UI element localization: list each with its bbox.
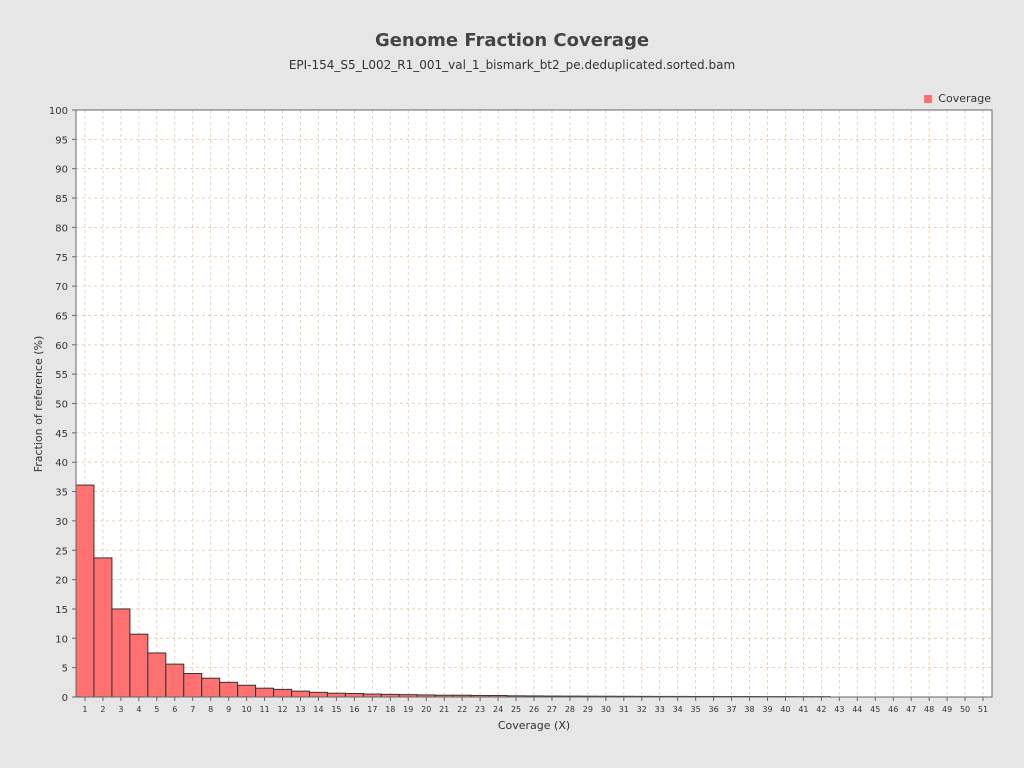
chart-title: Genome Fraction Coverage [374, 30, 650, 51]
x-tick-label: 4 [136, 705, 141, 714]
bar [219, 681, 239, 698]
bar [326, 692, 346, 698]
x-tick-label: 24 [493, 705, 503, 714]
y-tick-label: 30 [55, 517, 68, 528]
bar [129, 633, 149, 698]
bar [273, 688, 293, 698]
x-tick-label: 44 [852, 705, 862, 714]
y-tick-label: 35 [55, 488, 68, 499]
bar [291, 690, 310, 698]
x-tick-label: 37 [726, 705, 736, 714]
y-tick-label: 90 [55, 165, 68, 176]
x-tick-label: 50 [960, 705, 970, 714]
y-tick-label: 100 [49, 106, 68, 117]
x-tick-label: 16 [349, 705, 359, 714]
x-tick-label: 3 [118, 705, 123, 714]
x-tick-label: 6 [172, 705, 177, 714]
x-tick-label: 17 [367, 705, 377, 714]
y-tick-label: 25 [55, 546, 68, 557]
x-tick-label: 32 [637, 705, 647, 714]
x-tick-label: 2 [100, 705, 105, 714]
y-tick-label: 85 [55, 194, 68, 205]
y-tick-label: 60 [55, 341, 68, 352]
x-tick-label: 29 [583, 705, 593, 714]
y-tick-label: 10 [55, 634, 68, 645]
bar [201, 677, 221, 698]
x-tick-label: 5 [154, 705, 159, 714]
bar [147, 652, 167, 698]
x-axis-title: Coverage (X) [498, 719, 570, 732]
x-tick-label: 21 [439, 705, 449, 714]
y-tick-label: 75 [55, 253, 68, 264]
x-tick-label: 34 [673, 705, 683, 714]
bar [308, 691, 328, 698]
x-tick-label: 47 [906, 705, 916, 714]
x-tick-label: 40 [780, 705, 790, 714]
bar [344, 692, 364, 698]
y-tick-label: 95 [55, 135, 68, 146]
y-tick-label: 70 [55, 282, 68, 293]
y-tick-label: 50 [55, 400, 68, 411]
bar [237, 684, 257, 698]
bar [111, 608, 131, 698]
x-tick-label: 10 [242, 705, 252, 714]
x-tick-label: 7 [190, 705, 195, 714]
x-tick-label: 39 [762, 705, 772, 714]
x-tick-label: 25 [511, 705, 521, 714]
x-tick-label: 1 [82, 705, 87, 714]
x-tick-label: 27 [547, 705, 557, 714]
x-tick-label: 43 [834, 705, 844, 714]
x-tick-label: 30 [601, 705, 611, 714]
y-tick-label: 65 [55, 311, 68, 322]
x-tick-label: 12 [277, 705, 287, 714]
x-tick-label: 46 [888, 705, 898, 714]
x-tick-label: 20 [421, 705, 431, 714]
x-tick-label: 15 [331, 705, 341, 714]
x-tick-label: 23 [475, 705, 485, 714]
x-tick-label: 18 [385, 705, 395, 714]
legend-label: Coverage [938, 92, 991, 105]
x-tick-label: 42 [816, 705, 826, 714]
x-tick-label: 8 [208, 705, 213, 714]
y-tick-label: 45 [55, 429, 68, 440]
x-tick-label: 41 [798, 705, 808, 714]
x-tick-label: 14 [313, 705, 323, 714]
x-tick-label: 9 [226, 705, 231, 714]
x-tick-label: 13 [295, 705, 305, 714]
grid-lines [76, 109, 992, 697]
x-tick-label: 36 [709, 705, 719, 714]
y-tick-label: 80 [55, 223, 68, 234]
x-tick-label: 35 [691, 705, 701, 714]
x-tick-label: 19 [403, 705, 413, 714]
y-tick-label: 0 [62, 693, 68, 704]
x-tick-label: 49 [942, 705, 952, 714]
bar [93, 557, 113, 698]
bar [183, 673, 203, 698]
bar [165, 663, 185, 698]
axes: 0510152025303540455055606570758085909510… [49, 106, 993, 714]
x-tick-label: 51 [978, 705, 988, 714]
y-tick-label: 20 [55, 576, 68, 587]
plot-border [75, 109, 993, 698]
x-tick-label: 31 [619, 705, 629, 714]
y-tick-label: 15 [55, 605, 68, 616]
x-tick-label: 33 [655, 705, 665, 714]
x-tick-label: 48 [924, 705, 934, 714]
x-tick-label: 28 [565, 705, 575, 714]
y-axis-title: Fraction of reference (%) [32, 336, 45, 473]
bar [255, 687, 275, 698]
x-tick-label: 11 [259, 705, 269, 714]
chart-subtitle: EPI-154_S5_L002_R1_001_val_1_bismark_bt2… [288, 58, 736, 72]
legend-swatch [924, 94, 933, 103]
y-tick-label: 55 [55, 370, 68, 381]
x-tick-label: 26 [529, 705, 539, 714]
y-tick-label: 5 [62, 664, 68, 675]
bar [75, 484, 95, 698]
x-tick-label: 38 [744, 705, 754, 714]
x-tick-label: 45 [870, 705, 880, 714]
x-tick-label: 22 [457, 705, 467, 714]
legend: Coverage [924, 92, 991, 105]
y-tick-label: 40 [55, 458, 68, 469]
